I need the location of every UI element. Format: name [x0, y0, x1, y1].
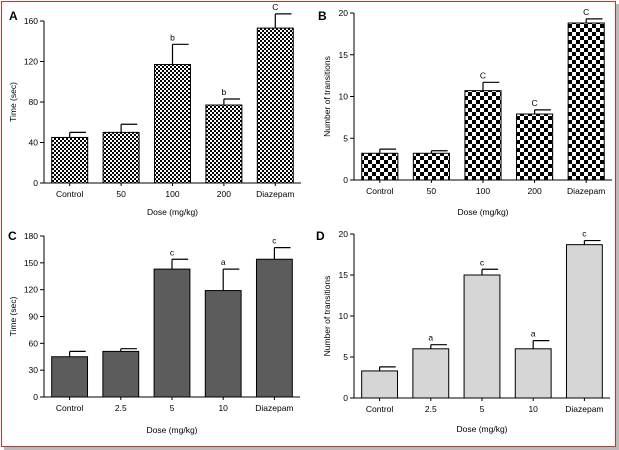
significance-label: a: [221, 257, 226, 267]
x-tick-label: Control: [56, 189, 84, 199]
bar: [361, 370, 399, 399]
significance-label: C: [532, 98, 538, 108]
x-tick-label: Control: [366, 186, 394, 196]
bar: [205, 104, 243, 184]
y-tick-label: 5: [343, 352, 348, 362]
x-tick-label: 5: [170, 403, 175, 413]
y-tick-label: 120: [24, 57, 38, 67]
bar: [412, 348, 450, 399]
bar: [565, 244, 603, 399]
y-tick-label: 120: [24, 285, 38, 295]
panel-label-d: D: [316, 229, 325, 243]
bar: [567, 22, 605, 181]
x-tick-label: Diazepam: [255, 403, 293, 413]
x-tick-label: 50: [116, 189, 126, 199]
y-axis-title: Time (sec): [8, 82, 18, 122]
panel-label-b: B: [318, 9, 327, 23]
y-tick-label: 40: [29, 138, 39, 148]
x-tick-label: Diazepam: [256, 189, 294, 199]
bar: [51, 136, 89, 184]
y-tick-label: 10: [339, 92, 349, 102]
bar: [516, 113, 554, 181]
x-tick-label: 2.5: [425, 404, 437, 414]
y-tick-label: 80: [29, 97, 39, 107]
bar: [256, 27, 294, 184]
y-axis-title: Time (sec): [8, 296, 18, 336]
y-tick-label: 90: [29, 312, 39, 322]
y-axis-title: Number of transitions: [322, 276, 332, 357]
y-tick-label: 20: [339, 8, 349, 18]
y-tick-label: 160: [24, 16, 38, 26]
bar: [204, 290, 242, 398]
significance-label: c: [582, 229, 587, 239]
x-axis-title: Dose (mg/kg): [457, 207, 508, 217]
bar: [463, 274, 501, 399]
significance-label: C: [480, 70, 486, 80]
significance-label: c: [170, 247, 175, 257]
x-tick-label: 200: [217, 189, 231, 199]
significance-label: b: [170, 32, 175, 42]
bar: [361, 152, 399, 181]
y-tick-label: 180: [24, 231, 38, 241]
x-tick-label: 200: [528, 186, 542, 196]
x-axis-title: Dose (mg/kg): [147, 207, 198, 217]
bar: [464, 90, 502, 181]
bar: [412, 152, 450, 181]
bar: [102, 350, 140, 398]
y-tick-label: 0: [33, 392, 38, 402]
panel-label-c: C: [8, 229, 17, 243]
y-tick-label: 20: [339, 229, 349, 239]
x-axis-title: Dose (mg/kg): [456, 424, 507, 434]
bar: [51, 356, 89, 398]
panel-label-a: A: [9, 9, 18, 23]
x-tick-label: Diazepam: [567, 186, 605, 196]
x-tick-label: 5: [480, 404, 485, 414]
y-tick-label: 5: [343, 133, 348, 143]
significance-label: a: [531, 329, 536, 339]
bar: [102, 131, 140, 184]
x-tick-label: 100: [165, 189, 179, 199]
x-tick-label: 2.5: [115, 403, 127, 413]
y-tick-label: 0: [33, 178, 38, 188]
x-tick-label: Control: [366, 404, 394, 414]
x-tick-label: Diazepam: [565, 404, 603, 414]
bar: [514, 348, 552, 399]
significance-label: c: [272, 236, 277, 246]
x-tick-label: 100: [476, 186, 490, 196]
significance-label: C: [583, 7, 589, 17]
y-tick-label: 15: [339, 270, 349, 280]
significance-label: C: [272, 2, 278, 12]
x-tick-label: 10: [218, 403, 228, 413]
significance-label: a: [428, 333, 433, 343]
x-axis-title: Dose (mg/kg): [146, 425, 197, 435]
x-tick-label: 50: [427, 186, 437, 196]
y-tick-label: 150: [24, 258, 38, 268]
y-tick-label: 0: [343, 175, 348, 185]
y-tick-label: 10: [339, 311, 349, 321]
y-tick-label: 30: [29, 365, 39, 375]
y-tick-label: 15: [339, 50, 349, 60]
bar: [153, 268, 191, 398]
significance-label: c: [480, 257, 485, 267]
y-axis-title: Number of transitions: [322, 56, 332, 137]
x-tick-label: Control: [56, 403, 84, 413]
bar: [154, 64, 191, 184]
significance-label: b: [222, 87, 227, 97]
y-tick-label: 60: [29, 338, 39, 348]
x-tick-label: 10: [528, 404, 538, 414]
y-tick-label: 0: [343, 393, 348, 403]
bar: [255, 258, 293, 398]
